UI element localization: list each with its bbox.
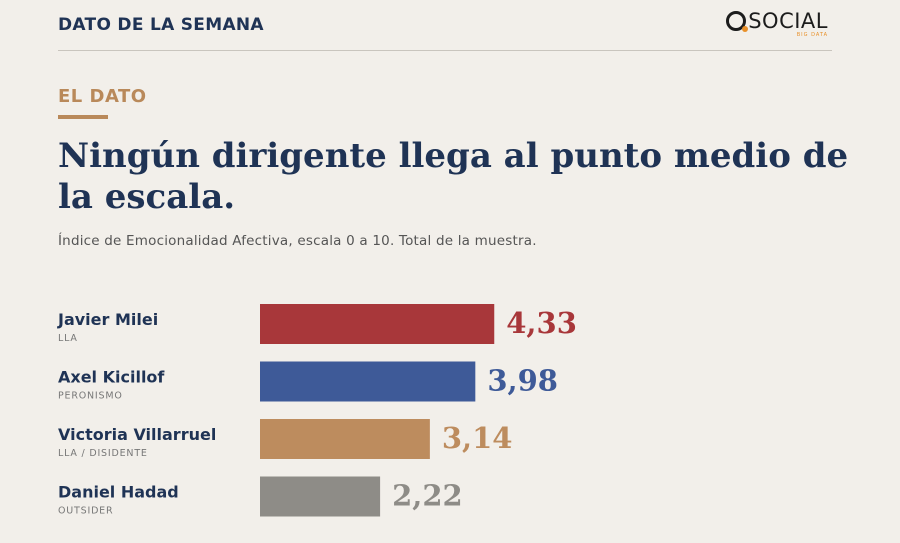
header: DATO DE LA SEMANA SOCIAL BIG DATA [58,0,832,51]
value-label: 3,14 [442,421,513,455]
value-label: 4,33 [506,306,577,340]
party-label: LLA [58,333,78,344]
value-label: 3,98 [487,364,558,398]
logo-wordmark: SOCIAL [726,10,828,32]
category-label: Axel Kicillof [58,368,165,387]
logo-q-icon [726,11,749,32]
bar [260,476,381,517]
section-label: EL DATO [58,86,147,107]
section-underline [58,115,108,119]
category-label: Javier Milei [57,310,158,329]
header-title: DATO DE LA SEMANA [58,15,264,35]
party-label: LLA / DISIDENTE [58,448,148,459]
value-label: 2,22 [392,479,463,513]
bar [260,304,495,344]
brand-logo: SOCIAL BIG DATA [726,10,828,38]
bar [260,361,476,402]
party-label: OUTSIDER [58,506,113,517]
category-label: Daniel Hadad [58,483,179,502]
logo-subtext: BIG DATA [796,32,828,38]
logo-text: SOCIAL [748,9,828,33]
party-label: PERONISMO [58,391,123,402]
category-label: Victoria Villarruel [58,425,216,444]
headline: Ningún dirigente llega al punto medio de… [58,136,849,217]
chart-subtitle: Índice de Emocionalidad Afectiva, escala… [58,233,537,249]
bar [260,419,430,459]
